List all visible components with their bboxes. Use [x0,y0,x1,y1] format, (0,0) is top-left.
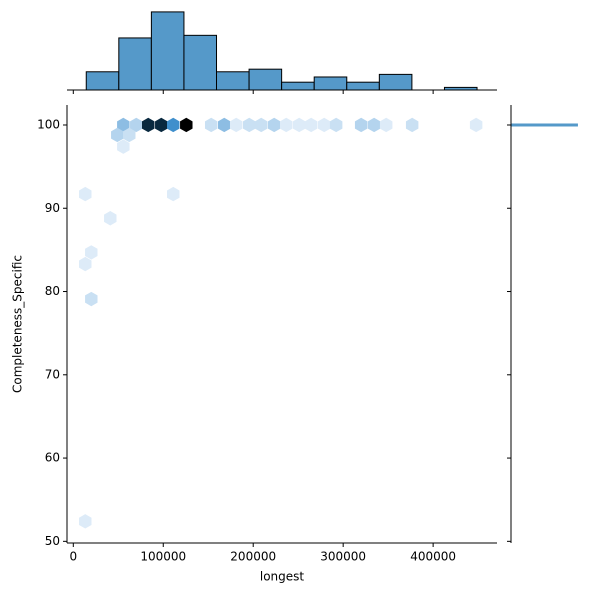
hexbin-cell [354,117,368,133]
hexbin-cell [167,186,180,202]
histogram-bar [183,34,218,91]
hexbin-cell [155,117,168,133]
histogram-bar [150,11,185,91]
hexbin-cell [79,186,92,202]
hexbin-cell [254,117,268,133]
hexbin-cell [218,117,231,133]
histogram-bar [313,76,348,91]
hexbin-cell [180,117,193,133]
hexbin-cell [104,211,117,226]
x-tick-label: 400000 [410,550,456,564]
hexbin-cell [317,117,331,133]
hexbin-cell [405,117,419,133]
histogram-bar [346,81,380,91]
hexbin-cell [292,117,306,133]
histogram-bar [248,68,283,91]
hexbin-cell [243,117,256,133]
hexbin-cell [279,117,293,133]
x-axis-label: longest [260,570,305,584]
histogram-bar [85,71,120,91]
y-tick-label: 50 [45,534,60,548]
y-tick-label: 70 [45,367,60,381]
x-tick-label: 100000 [140,550,186,564]
x-tick-label: 300000 [320,550,366,564]
x-tick-label: 200000 [230,550,276,564]
histogram-bar [216,71,250,91]
x-tick-label: 0 [69,550,77,564]
hexbin-cell [79,256,92,272]
hexbin-cell [123,127,136,143]
y-tick-label: 60 [45,451,60,465]
hexbin-cell [267,117,281,133]
hexbin-cell [229,117,243,133]
hexbin-cell [469,117,483,133]
histogram-bar [378,73,413,91]
hexbin-cell [367,117,381,133]
hexbin-cell [85,291,98,307]
hexbin-cell [130,117,143,133]
y-tick-label: 90 [45,201,60,215]
hexbin-cell [85,245,98,260]
hexbin-cell [304,117,318,133]
y-axis-label: Completeness_Specific [11,255,25,393]
histogram-bar [510,123,578,127]
hexbin-cell [167,117,180,133]
hexbin-cell [379,117,393,133]
hexbin-cell [117,139,130,154]
hexbin-cell [111,127,124,143]
hexbin-cell [117,117,130,133]
histogram-bar [281,81,315,91]
hexbin-cell [204,117,218,133]
hexbin-cell [142,117,155,133]
y-tick-label: 80 [45,284,60,298]
histogram-bar [118,37,152,91]
hexbin-cell [329,117,343,133]
y-tick-label: 100 [37,117,60,131]
hexbin-cell [79,514,92,529]
